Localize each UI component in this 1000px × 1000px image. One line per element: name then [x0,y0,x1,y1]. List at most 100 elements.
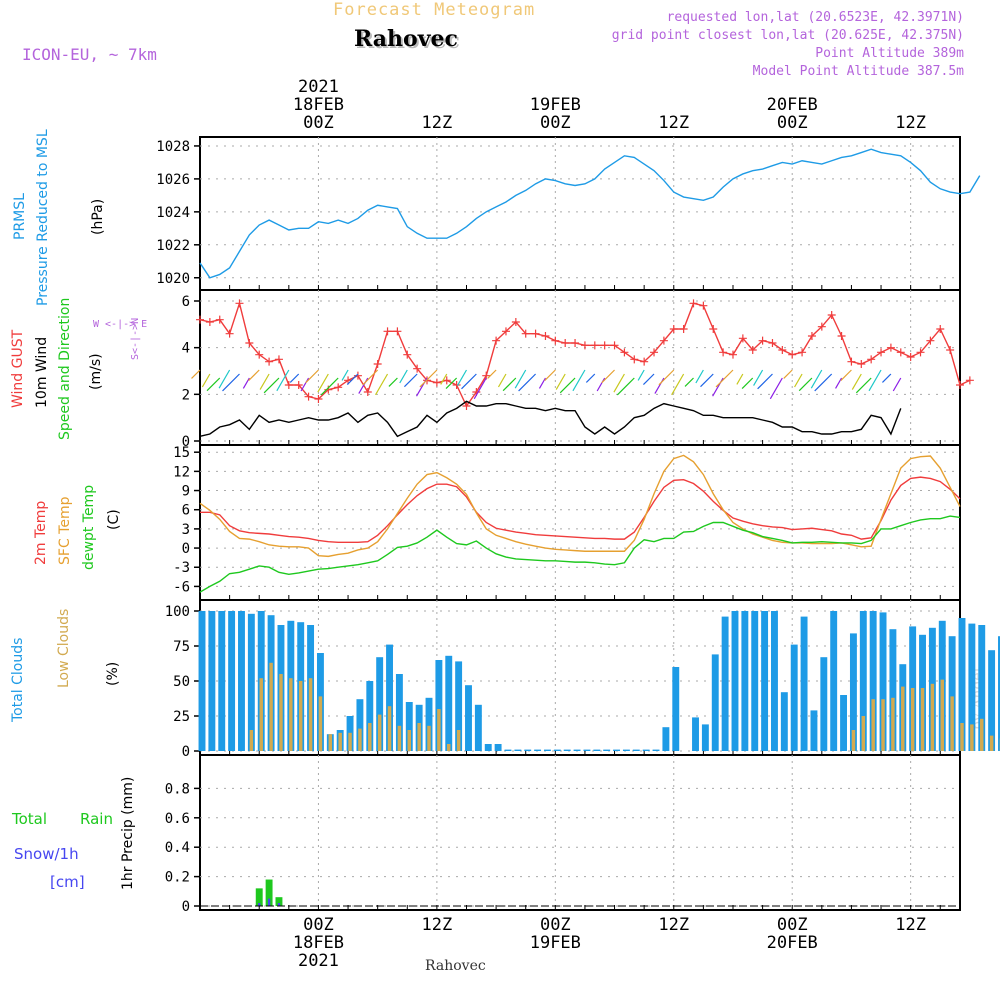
gust-point [896,348,905,357]
low-cloud-bar [318,696,323,751]
wind-arrow [305,369,319,384]
precip-snow-label: Snow/1h [14,845,79,863]
total-cloud-bar [405,702,413,751]
total-cloud-bar [761,611,769,751]
wind-arrow [757,373,773,390]
gust-point [235,299,244,308]
wind-arrow [544,369,556,382]
gust-point [403,350,412,359]
low-cloud-bar [328,734,333,751]
gust-point [728,350,737,359]
pressure-tick-label: 1026 [156,172,190,188]
wind-arrow [810,369,823,389]
wind-arrow [658,369,675,386]
low-cloud-bar [348,732,352,751]
temperature-tick-label: 12 [173,464,190,480]
gust-point [659,336,668,345]
total-cloud-bar [642,749,650,751]
gust-point [620,348,629,357]
total-cloud-bar [613,749,620,751]
pressure-tick-label: 1024 [156,205,190,221]
temperature-tick-label: -3 [173,560,190,576]
total-cloud-bar [869,611,877,751]
clouds-tick-label: 75 [173,639,190,655]
low-cloud-bar [447,744,451,751]
total-cloud-bar [780,692,788,751]
total-cloud-bar [632,749,640,751]
total-cloud-bar [652,749,660,751]
low-cloud-bar [387,706,392,751]
low-cloud-bar [980,718,984,751]
temperature-panel-frame [199,444,961,601]
total-cloud-bar [435,660,443,751]
wind-arrow [616,377,635,396]
wind-arrow [851,373,862,390]
gust-point [600,341,609,350]
gust-point [778,346,787,354]
wind-arrow [259,373,270,390]
gust-point [531,329,540,338]
gust-point [689,299,698,308]
gust-point [561,339,570,347]
low-cloud-bar [940,679,944,751]
total-cloud-bar [583,749,591,751]
low-cloud-bar [891,697,895,751]
wind-arrow [201,373,211,388]
gust-point [877,348,886,357]
gust-point [699,301,708,310]
gust-point [946,346,955,354]
low-cloud-bar [269,662,273,751]
gust-point [857,360,866,368]
grid-point-coordinates: grid point closest lon,lat (20.625E, 42.… [611,28,964,43]
gust-point [719,348,728,357]
wind-arrow [741,377,754,390]
low-cloud-bar [298,681,303,751]
low-cloud-bar [417,723,421,751]
total-cloud-bar [218,611,226,751]
total-cloud-bar [879,612,887,751]
gust-point [640,357,649,366]
gust-point [383,327,392,336]
wind-arrow [461,373,477,390]
wind-arrow [375,373,389,396]
total-cloud-bar [563,749,571,751]
total-cloud-bar [425,697,433,751]
total-cloud-bar [238,611,245,751]
pressure-tick-label: 1022 [156,238,190,254]
gust-point [492,336,501,345]
precip-tick-label: 0.8 [165,781,190,797]
gust-point [650,348,659,357]
clouds-tick-label: 25 [173,709,190,725]
total-cloud-bar [820,657,828,751]
clouds-tick-label: 50 [173,674,190,690]
gust-point [610,341,619,350]
total-cloud-bar [474,704,482,751]
wind-arrow [596,377,606,392]
wind-arrow [300,377,310,392]
gust-point [768,339,777,347]
wind-arrow [555,373,566,390]
gust-point [758,336,767,345]
top-date-label: 18FEB [293,95,344,115]
temperature-tick-label: -6 [173,579,190,595]
wind-arrow [242,377,250,389]
wind-arrow [892,377,902,392]
wind-arrow [403,373,418,388]
gust-point [334,383,343,392]
clouds-tick-label: 0 [182,744,190,760]
pressure-tick-label: 1028 [156,139,190,155]
wind-tick-label: 2 [182,387,190,403]
wind-series-0 [199,300,971,408]
total-cloud-bar [830,611,838,751]
gust-point [255,350,264,359]
total-cloud-bar [573,749,581,751]
wind-arrow [798,377,813,392]
bottom-hour-label: 00Z [303,915,334,935]
gust-point [353,371,362,380]
low-cloud-bar [871,699,875,751]
total-cloud-bar [198,611,206,751]
top-hour-label: 00Z [540,113,571,133]
pressure-series-0 [199,148,981,279]
